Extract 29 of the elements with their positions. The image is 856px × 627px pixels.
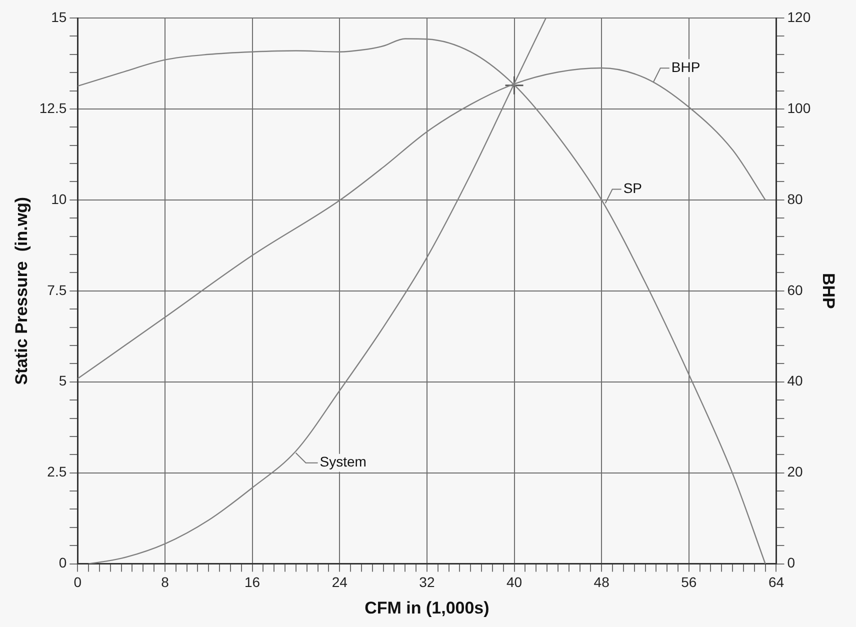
y-tick-label: 0	[58, 554, 67, 571]
y2-tick-label: 100	[787, 100, 811, 116]
y2-tick-label: 60	[787, 282, 804, 298]
x-tick-label: 8	[161, 574, 170, 590]
x-tick-label: 16	[244, 574, 260, 590]
y2-tick-label: 120	[787, 8, 811, 25]
x-tick-label: 56	[681, 574, 697, 590]
y2-tick-label: 40	[787, 372, 804, 389]
x-tick-label: 0	[74, 574, 82, 590]
y-tick-label: 2.5	[47, 464, 67, 480]
x-axis-title: CFM in (1,000s)	[364, 598, 490, 618]
legend-label: SP	[623, 180, 642, 196]
y2-tick-label: 20	[787, 464, 804, 480]
x-tick-label: 64	[768, 574, 784, 590]
y2-axis-title: BHP	[819, 272, 838, 309]
y2-tick-label: 0	[787, 554, 796, 571]
y-tick-label: 5	[58, 372, 67, 389]
y-tick-label: 15	[51, 8, 67, 25]
legend-label: BHP	[671, 58, 700, 75]
x-tick-label: 40	[506, 574, 522, 590]
x-tick-label: 48	[594, 574, 610, 590]
y-axis-title: Static Pressure (in.wg)	[12, 196, 31, 385]
legend-label: System	[320, 454, 366, 470]
y-tick-label: 10	[51, 190, 67, 207]
y2-tick-label: 80	[787, 190, 804, 207]
x-tick-label: 32	[419, 574, 435, 590]
y-tick-label: 12.5	[39, 100, 67, 116]
x-tick-label: 24	[332, 574, 348, 590]
y-tick-label: 7.5	[47, 282, 67, 298]
